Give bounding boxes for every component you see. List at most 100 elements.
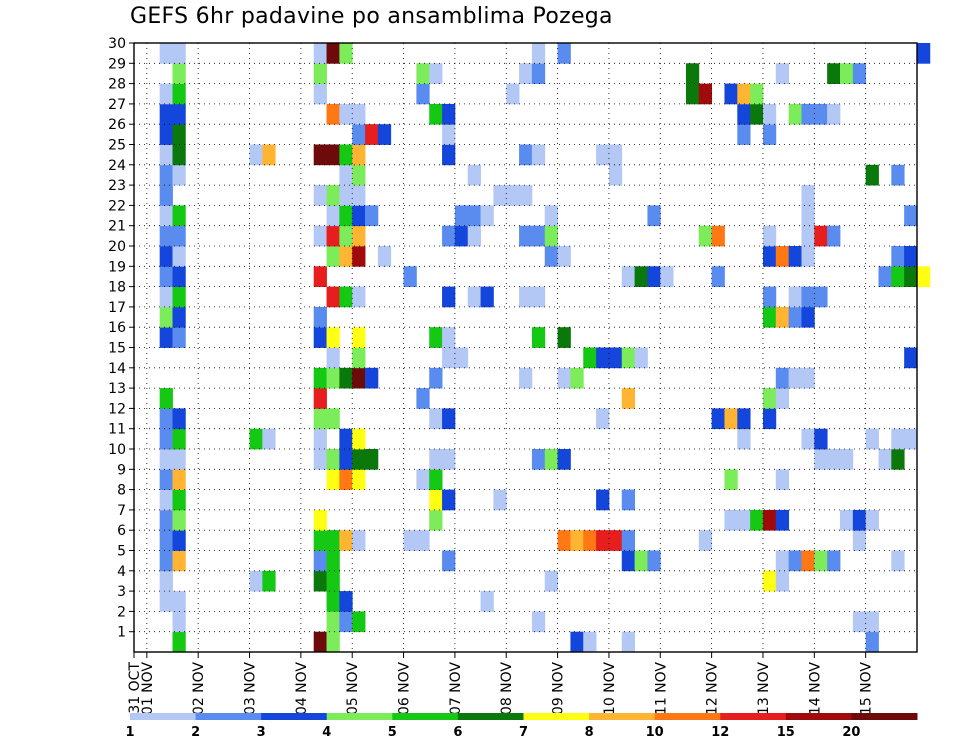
heatmap-cell xyxy=(608,347,623,369)
heatmap-cell xyxy=(557,43,571,64)
heatmap-cell xyxy=(159,591,173,612)
heatmap-cell xyxy=(480,205,494,227)
legend-label: 15 xyxy=(777,725,795,740)
y-tick-label: 23 xyxy=(108,178,126,194)
heatmap-cell xyxy=(326,103,340,125)
legend-label: 12 xyxy=(711,725,729,740)
heatmap-cell xyxy=(814,103,828,125)
heatmap-cell xyxy=(172,63,186,84)
heatmap-cell xyxy=(313,185,327,206)
heatmap-cell xyxy=(762,408,777,430)
y-tick-label: 22 xyxy=(108,198,126,214)
heatmap-cell xyxy=(352,124,366,145)
heatmap-cell xyxy=(159,103,173,125)
heatmap-cell xyxy=(608,530,623,551)
heatmap-cell xyxy=(801,367,815,389)
y-tick-label: 30 xyxy=(108,36,126,52)
heatmap-cell xyxy=(313,83,327,105)
heatmap-cell xyxy=(326,449,340,470)
heatmap-cell xyxy=(442,347,456,369)
heatmap-cell xyxy=(416,83,430,105)
x-tick-label: 12 NOV xyxy=(705,662,721,716)
heatmap-cell xyxy=(352,205,366,227)
heatmap-cell xyxy=(878,449,892,470)
heatmap-cell xyxy=(852,509,867,531)
heatmap-cell xyxy=(339,205,353,227)
y-tick-label: 8 xyxy=(117,483,126,499)
y-tick-label: 26 xyxy=(108,117,126,133)
heatmap-cell xyxy=(172,225,186,247)
heatmap-cell xyxy=(775,388,790,409)
heatmap-cell xyxy=(519,144,533,166)
heatmap-cell xyxy=(596,144,610,166)
chart-title: GEFS 6hr padavine po ansamblima Pozega xyxy=(130,4,613,29)
heatmap-cell xyxy=(775,469,790,490)
legend-color-box xyxy=(589,713,656,720)
heatmap-cell xyxy=(621,388,636,409)
heatmap-cell xyxy=(762,509,777,531)
heatmap-cell xyxy=(865,509,879,531)
heatmap-cell xyxy=(339,225,353,247)
y-tick-label: 13 xyxy=(108,381,126,397)
legend-color-box xyxy=(130,713,197,720)
heatmap-cell xyxy=(352,347,366,369)
heatmap-cell xyxy=(326,408,340,430)
grid-lines xyxy=(134,43,917,652)
heatmap-cell xyxy=(660,266,674,287)
heatmap-cell xyxy=(365,449,379,470)
heatmap-cell xyxy=(352,367,366,389)
heatmap-cell xyxy=(750,103,764,125)
heatmap-cell xyxy=(698,225,713,247)
heatmap-cell xyxy=(621,266,636,287)
x-tick-label: 06 NOV xyxy=(397,662,413,716)
legend-label: 20 xyxy=(842,725,860,740)
heatmap-cell xyxy=(557,367,571,389)
y-tick-label: 10 xyxy=(108,442,126,458)
heatmap-cell xyxy=(737,124,751,145)
heatmap-cell xyxy=(685,83,700,105)
heatmap-cell xyxy=(480,286,494,308)
heatmap-cell xyxy=(737,83,751,105)
heatmap-cell xyxy=(326,185,340,206)
x-tick-label: 05 NOV xyxy=(345,662,361,716)
heatmap-cell xyxy=(172,83,186,105)
heatmap-cell xyxy=(493,489,507,511)
heatmap-cell xyxy=(352,428,366,450)
x-tick-label: 13 NOV xyxy=(756,662,772,716)
heatmap-cell xyxy=(326,591,340,612)
heatmap-cell xyxy=(339,367,353,389)
heatmap-cell xyxy=(442,408,456,430)
heatmap-cell xyxy=(801,205,815,227)
heatmap-cell xyxy=(724,469,738,490)
heatmap-cell xyxy=(339,530,353,551)
heatmap-cell xyxy=(159,489,173,511)
heatmap-cell xyxy=(917,266,931,287)
heatmap-cell xyxy=(442,124,456,145)
heatmap-cell xyxy=(313,530,327,551)
heatmap-cell xyxy=(801,550,815,572)
heatmap-cell xyxy=(352,246,366,267)
heatmap-cell xyxy=(339,103,353,125)
legend-label: 5 xyxy=(388,725,397,740)
heatmap-cell xyxy=(326,631,340,653)
y-tick-label: 4 xyxy=(117,564,126,580)
heatmap-cell xyxy=(467,205,481,227)
heatmap-cell xyxy=(621,347,636,369)
y-tick-label: 2 xyxy=(117,604,126,620)
heatmap-cell xyxy=(583,347,597,369)
heatmap-cell xyxy=(429,469,443,490)
heatmap-cell xyxy=(814,428,828,450)
heatmap-cell xyxy=(416,63,430,84)
heatmap-cell xyxy=(775,550,790,572)
heatmap-cell xyxy=(519,286,533,308)
legend-color-box xyxy=(195,713,262,720)
heatmap-cell xyxy=(891,428,905,450)
y-tick-label: 6 xyxy=(117,523,126,539)
y-tick-label: 24 xyxy=(108,158,126,174)
heatmap-cell xyxy=(775,63,790,84)
heatmap-cell xyxy=(326,611,340,633)
heatmap-cell xyxy=(865,428,879,450)
heatmap-cell xyxy=(352,103,366,125)
y-tick-label: 29 xyxy=(108,56,126,72)
heatmap-cell xyxy=(775,246,790,267)
